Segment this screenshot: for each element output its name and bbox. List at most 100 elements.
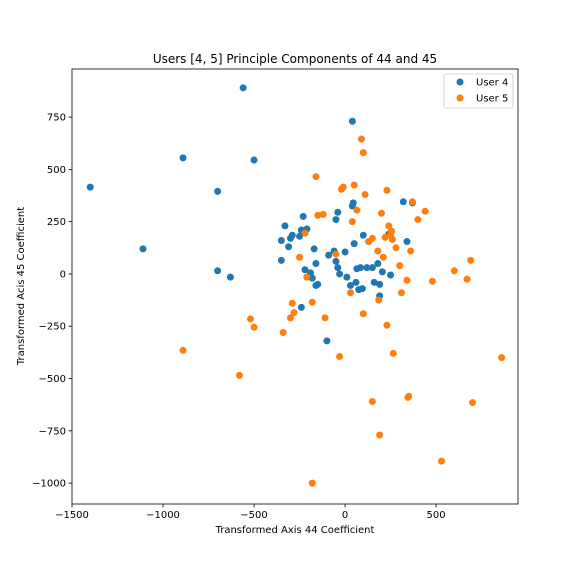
user-5-point-38 <box>383 186 391 194</box>
user-4-point-35 <box>343 273 351 281</box>
user-4-point-8 <box>277 236 285 244</box>
user-5-point-39 <box>383 321 391 329</box>
user-5-point-31 <box>368 398 376 406</box>
user-5-point-44 <box>389 349 397 357</box>
user-5-point-9 <box>301 229 309 237</box>
user-4-point-17 <box>301 266 309 274</box>
user-4-point-0 <box>86 183 94 191</box>
user-5-point-45 <box>392 244 400 252</box>
user-4-point-13 <box>288 231 296 239</box>
user-4-point-45 <box>358 285 366 293</box>
user-5-point-40 <box>385 222 393 230</box>
user-5-point-20 <box>339 183 347 191</box>
user-4-point-39 <box>349 199 357 207</box>
user-4-point-16 <box>299 212 307 220</box>
user-4-point-10 <box>281 222 289 230</box>
legend-marker-user-4 <box>456 78 464 86</box>
user-4-point-54 <box>378 268 386 276</box>
user-5-point-17 <box>332 250 340 258</box>
user-5-point-10 <box>303 273 311 281</box>
user-5-point-11 <box>308 298 316 306</box>
user-5-point-56 <box>438 457 446 465</box>
user-4-point-49 <box>368 264 376 272</box>
user-4-point-47 <box>363 264 371 272</box>
user-5-point-47 <box>397 289 405 297</box>
user-4-point-14 <box>296 232 304 240</box>
user-4-point-56 <box>387 271 395 279</box>
user-5-point-43 <box>388 235 396 243</box>
user-5-point-53 <box>414 216 422 224</box>
y-tick-label: −1000 <box>32 479 66 490</box>
user-5-point-34 <box>376 431 384 439</box>
points-layer <box>86 84 506 487</box>
user-5-point-51 <box>407 247 415 255</box>
user-4-point-9 <box>277 256 285 264</box>
user-4-point-46 <box>359 231 367 239</box>
x-axis-label: Transformed Axis 44 Coefficient <box>215 525 375 536</box>
y-axis-label: Transformed Acis 45 Coefficient <box>16 207 27 366</box>
legend: User 4 User 5 <box>443 73 514 109</box>
y-tick-label: 750 <box>47 113 66 124</box>
user-5-point-24 <box>353 206 361 214</box>
user-5-point-42 <box>387 227 395 235</box>
user-4-point-58 <box>403 238 411 246</box>
user-4-point-26 <box>323 337 331 345</box>
user-5-point-30 <box>368 234 376 242</box>
user-5-point-13 <box>312 173 320 181</box>
y-tick-label: 500 <box>47 165 66 176</box>
user-4-point-11 <box>285 243 293 251</box>
user-5-point-1 <box>235 371 243 379</box>
user-5-point-58 <box>463 275 471 283</box>
user-4-point-41 <box>352 278 360 286</box>
user-4-point-51 <box>374 260 382 267</box>
x-tick-label: 0 <box>342 510 348 521</box>
user-4-point-24 <box>314 280 322 288</box>
legend-label-user-5: User 5 <box>476 94 508 105</box>
user-5-point-22 <box>348 218 356 226</box>
user-5-point-28 <box>361 190 369 198</box>
user-4-point-32 <box>332 216 340 224</box>
legend-label-user-4: User 4 <box>476 78 508 89</box>
user-5-point-60 <box>468 399 476 407</box>
x-tick-label: −1000 <box>146 510 180 521</box>
y-tick-label: −250 <box>39 322 66 333</box>
user-4-point-33 <box>334 208 342 216</box>
x-axis: −1500 −1000 −500 0 500 <box>55 504 446 521</box>
user-5-point-6 <box>288 299 296 307</box>
user-4-point-5 <box>226 273 234 281</box>
user-4-point-7 <box>250 156 258 164</box>
user-5-point-12 <box>308 479 316 487</box>
user-4-point-31 <box>336 270 344 278</box>
y-tick-label: −500 <box>39 374 66 385</box>
user-5-point-2 <box>246 315 254 323</box>
user-4-point-3 <box>214 187 222 195</box>
user-5-point-57 <box>450 267 458 275</box>
user-4-point-25 <box>297 303 305 311</box>
user-5-point-7 <box>290 309 298 317</box>
user-5-point-48 <box>403 276 411 284</box>
user-4-point-44 <box>357 264 365 272</box>
user-5-point-25 <box>357 135 365 143</box>
x-tick-label: −1500 <box>55 510 89 521</box>
user-5-point-61 <box>498 354 506 362</box>
user-5-point-32 <box>374 247 382 255</box>
user-5-point-50 <box>405 392 413 400</box>
user-5-point-23 <box>350 181 358 189</box>
user-4-point-20 <box>308 274 316 282</box>
user-4-point-40 <box>350 240 358 248</box>
user-4-point-37 <box>348 117 356 125</box>
user-4-point-27 <box>325 251 333 259</box>
user-5-point-35 <box>377 209 385 217</box>
x-tick-label: −500 <box>240 510 267 521</box>
user-4-point-30 <box>334 264 342 272</box>
user-4-point-50 <box>370 278 378 286</box>
user-5-point-36 <box>379 253 387 261</box>
user-5-point-37 <box>381 233 389 241</box>
user-4-point-1 <box>139 245 147 253</box>
user-5-point-16 <box>321 314 329 322</box>
user-5-point-0 <box>179 346 187 354</box>
y-tick-label: −750 <box>39 426 66 437</box>
y-tick-label: 250 <box>47 217 66 228</box>
user-4-point-21 <box>310 245 318 253</box>
